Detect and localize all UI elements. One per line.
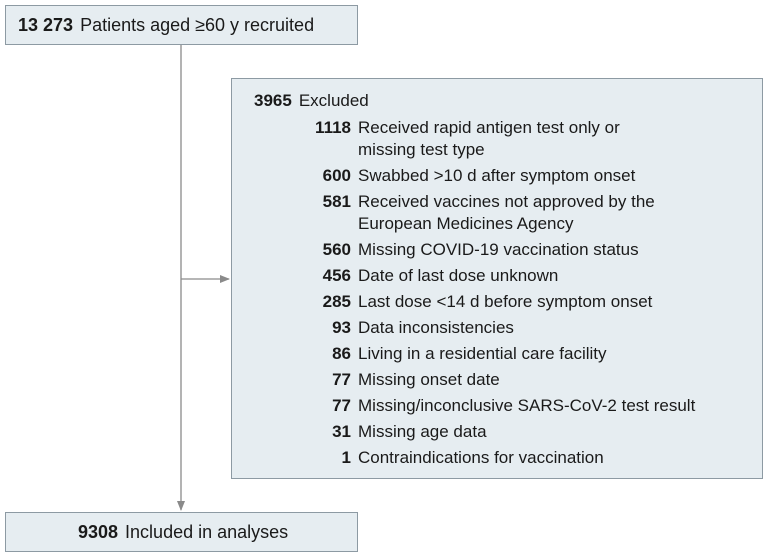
recruited-box: 13 273 Patients aged ≥60 y recruited	[5, 5, 358, 45]
exclusion-reason-label: Missing onset date	[358, 370, 500, 389]
recruited-count: 13 273	[18, 14, 74, 35]
exclusion-reason-count: 31	[332, 422, 351, 441]
exclusion-reason-count: 285	[322, 292, 351, 311]
excluded-label: Excluded	[298, 91, 369, 110]
exclusion-reason-row: 560 Missing COVID-19 vaccination status	[232, 239, 762, 261]
exclusion-reason-label: Missing age data	[358, 422, 487, 441]
exclusion-reason-label: Data inconsistencies	[358, 318, 514, 337]
exclusion-reason-count: 581	[322, 192, 351, 211]
recruited-label: Patients aged ≥60 y recruited	[80, 14, 315, 35]
exclusion-reason-label: Missing COVID-19 vaccination status	[358, 240, 639, 259]
exclusion-reason-label: Contraindications for vaccination	[358, 448, 604, 467]
exclusion-reason-count: 77	[332, 396, 351, 415]
exclusion-reason-count: 86	[332, 344, 351, 363]
exclusion-reason-row: 285 Last dose <14 d before symptom onset	[232, 291, 762, 313]
excluded-count: 3965	[254, 91, 292, 110]
exclusion-reason-label: Swabbed >10 d after symptom onset	[358, 166, 636, 185]
excluded-box: 3965 Excluded 1118 Received rapid antigen…	[231, 78, 763, 479]
exclusion-reason-count: 1	[341, 448, 351, 467]
exclusion-reason-row: 1 Contraindications for vaccination	[232, 447, 762, 469]
included-label: Included in analyses	[125, 521, 289, 542]
exclusion-reason-count: 560	[322, 240, 351, 259]
exclusion-reason-label: Living in a residential care facility	[358, 344, 607, 363]
exclusion-reason-row: 86 Living in a residential care facility	[232, 343, 762, 365]
included-count: 9308	[78, 521, 119, 542]
exclusion-reason-row: 456 Date of last dose unknown	[232, 265, 762, 287]
exclusion-reason-label: Missing/inconclusive SARS-CoV-2 test res…	[358, 396, 696, 415]
exclusion-reason-count: 1118	[315, 118, 351, 137]
excluded-header: 3965 Excluded	[254, 91, 369, 111]
exclusion-reason-count: 456	[322, 266, 351, 285]
included-box: 9308 Included in analyses	[5, 512, 358, 552]
exclusion-reasons-list: 1118 Received rapid antigen test only or …	[232, 117, 762, 473]
exclusion-reason-row: 600 Swabbed >10 d after symptom onset	[232, 165, 762, 187]
exclusion-reason-row: 93 Data inconsistencies	[232, 317, 762, 339]
exclusion-reason-row: 77 Missing onset date	[232, 369, 762, 391]
exclusion-reason-row: 1118 Received rapid antigen test only or …	[232, 117, 762, 161]
exclusion-reason-row: 31 Missing age data	[232, 421, 762, 443]
exclusion-reason-row: 77 Missing/inconclusive SARS-CoV-2 test r…	[232, 395, 762, 417]
exclusion-reason-label: Received rapid antigen test only or miss…	[358, 118, 620, 159]
exclusion-reason-count: 93	[332, 318, 351, 337]
exclusion-reason-row: 581 Received vaccines not approved by the…	[232, 191, 762, 235]
exclusion-reason-count: 77	[332, 370, 351, 389]
exclusion-reason-count: 600	[322, 166, 351, 185]
exclusion-reason-label: Last dose <14 d before symptom onset	[358, 292, 653, 311]
exclusion-reason-label: Date of last dose unknown	[358, 266, 559, 285]
exclusion-reason-label: Received vaccines not approved by the Eu…	[358, 192, 655, 233]
